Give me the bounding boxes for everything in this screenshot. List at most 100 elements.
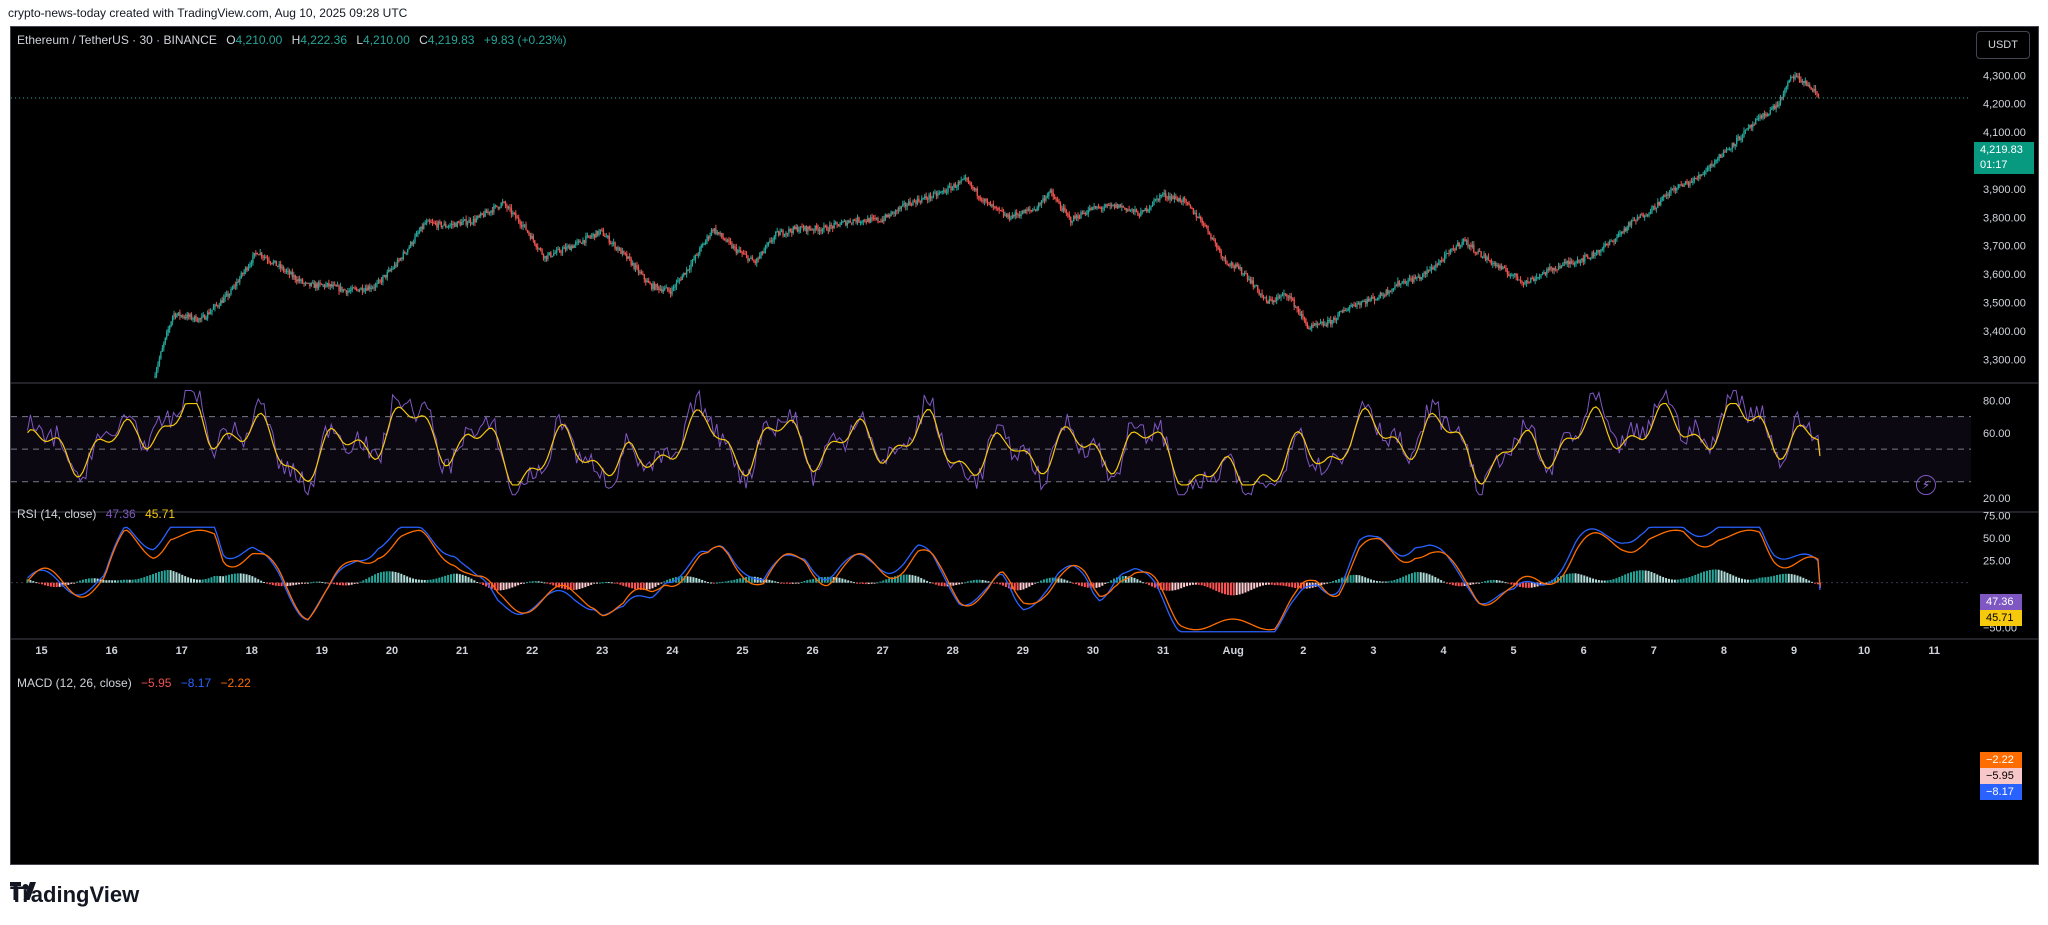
- candle-body: [604, 235, 606, 237]
- candle-body: [1497, 265, 1500, 269]
- candle-body: [656, 284, 659, 287]
- candle-body: [1109, 204, 1111, 206]
- candle-body: [160, 351, 162, 359]
- macd-histogram-bar: [1151, 582, 1154, 587]
- candle-body: [1223, 257, 1225, 259]
- candle-body: [326, 282, 329, 285]
- price-axis-label: 3,400.00: [1983, 326, 2026, 338]
- candle-body: [1229, 264, 1231, 266]
- macd-histogram-bar: [528, 581, 531, 583]
- macd-histogram-bar: [1451, 582, 1454, 586]
- candle-body: [688, 268, 691, 270]
- time-axis-label: 18: [246, 645, 258, 657]
- candle-body: [357, 289, 359, 292]
- candle-body: [1600, 249, 1602, 253]
- candle-body: [715, 228, 717, 234]
- macd-line-value: −8.17: [180, 676, 212, 690]
- macd-histogram-bar: [1609, 579, 1612, 583]
- candle-body: [275, 260, 277, 266]
- macd-histogram-bar: [1221, 582, 1224, 594]
- candle-body: [678, 279, 681, 281]
- macd-histogram-bar: [341, 582, 344, 586]
- candle-body: [1693, 178, 1696, 181]
- macd-histogram-bar: [1726, 572, 1729, 583]
- candle-body: [1556, 269, 1558, 271]
- candle-body: [386, 271, 388, 278]
- candle-body: [728, 239, 730, 242]
- macd-histogram-bar: [382, 571, 385, 583]
- time-axis-label: 15: [35, 645, 47, 657]
- time-axis-label: 22: [526, 645, 538, 657]
- candle-body: [1496, 265, 1498, 267]
- candle-body: [1623, 228, 1625, 233]
- candle-body: [827, 230, 830, 232]
- symbol-name[interactable]: Ethereum / TetherUS · 30 · BINANCE: [17, 33, 217, 47]
- candle-body: [354, 288, 356, 290]
- macd-histogram-bar: [1694, 574, 1697, 583]
- candle-body: [1125, 208, 1127, 211]
- macd-histogram-bar: [680, 576, 683, 583]
- macd-legend[interactable]: MACD (12, 26, close) −5.95 −8.17 −2.22: [17, 676, 257, 690]
- macd-histogram-bar: [534, 581, 537, 583]
- candle-body: [380, 280, 383, 283]
- candle-body: [706, 236, 708, 241]
- candle-body: [1592, 252, 1595, 257]
- candle-body: [1232, 262, 1234, 267]
- candle-body: [1743, 131, 1745, 137]
- candle-body: [1384, 295, 1386, 297]
- candle-body: [978, 195, 980, 198]
- candle-body: [1724, 151, 1726, 153]
- macd-histogram-bar: [1653, 573, 1656, 583]
- candle-body: [396, 260, 399, 266]
- macd-histogram-bar: [1574, 573, 1577, 583]
- macd-histogram-bar: [800, 581, 803, 583]
- candle-body: [526, 230, 529, 232]
- open-value: 4,210.00: [235, 33, 283, 47]
- chart-canvas[interactable]: 3,300.003,400.003,500.003,600.003,700.00…: [11, 27, 2038, 864]
- candle-body: [534, 240, 536, 245]
- candle-body: [1181, 201, 1183, 203]
- candle-body: [1781, 97, 1783, 99]
- candle-body: [880, 221, 882, 223]
- chart-frame[interactable]: 3,300.00 3,400.00 3,500.00 3,600.00 3,700.00…: [10, 26, 2039, 865]
- lightning-icon[interactable]: ⚡: [1916, 475, 1936, 495]
- macd-histogram-bar: [1434, 577, 1437, 583]
- rsi-legend[interactable]: RSI (14, close) 47.36 45.71: [17, 507, 181, 521]
- candle-body: [1696, 178, 1698, 180]
- candle-body: [1350, 304, 1352, 307]
- macd-histogram-bar: [365, 578, 368, 583]
- candle-body: [1524, 283, 1526, 285]
- candle-body: [303, 283, 305, 285]
- currency-button[interactable]: USDT: [1976, 31, 2030, 59]
- candle-body: [182, 315, 184, 318]
- candle-body: [874, 217, 876, 220]
- candle-body: [1698, 175, 1700, 179]
- macd-histogram-bar: [1194, 582, 1197, 585]
- candle-body: [170, 321, 172, 327]
- candle-body: [1369, 299, 1371, 301]
- candle-body: [702, 244, 704, 246]
- candle-body: [967, 180, 970, 183]
- candle-body: [1674, 187, 1677, 191]
- macd-histogram-bar: [450, 574, 453, 583]
- macd-histogram-bar: [1387, 581, 1390, 583]
- candle-body: [900, 206, 903, 209]
- candle-body: [1318, 324, 1320, 326]
- candle-body: [366, 288, 368, 291]
- candle-body: [970, 182, 973, 187]
- candle-body: [680, 279, 682, 281]
- macd-histogram-bar: [233, 573, 236, 583]
- candle-body: [1651, 206, 1653, 213]
- candle-body: [1816, 91, 1818, 95]
- macd-histogram-bar: [1361, 576, 1364, 583]
- macd-histogram-bar: [1153, 582, 1156, 588]
- candle-body: [932, 192, 935, 197]
- tradingview-logo[interactable]: TradingView: [10, 882, 139, 908]
- candle-body: [865, 221, 867, 223]
- candle-body: [510, 207, 513, 215]
- high-label: H: [291, 33, 301, 47]
- time-axis-label: 3: [1370, 645, 1376, 657]
- macd-histogram-bar: [102, 579, 105, 583]
- candle-body: [1493, 262, 1495, 264]
- candle-body: [1470, 244, 1472, 247]
